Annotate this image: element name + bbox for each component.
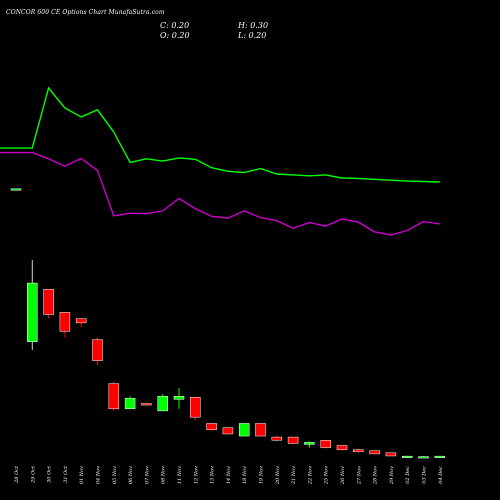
candle bbox=[385, 452, 397, 457]
candle-body bbox=[43, 289, 54, 315]
x-tick-label: 28 Nov bbox=[373, 466, 379, 485]
x-tick-label: 14 Nov bbox=[226, 466, 232, 484]
chart-title: CONCOR 600 CE Options Chart MunafaSutra.… bbox=[6, 9, 165, 16]
x-axis: 28 Oct 29 Oct 30 Oct 31 Oct 01 Nov 04 Nov 05 N… bbox=[14, 465, 444, 485]
candle-body bbox=[238, 423, 250, 437]
candle-body bbox=[222, 427, 234, 435]
x-tick-label: 11 Nov bbox=[177, 466, 183, 484]
x-tick-label: 31 Oct bbox=[63, 465, 69, 483]
candle bbox=[59, 312, 71, 338]
upper-line bbox=[0, 86, 440, 183]
candle-body bbox=[190, 397, 201, 418]
candle-body bbox=[304, 442, 315, 445]
x-tick-label: 25 Nov bbox=[324, 466, 330, 485]
candle bbox=[238, 423, 250, 437]
candle-body bbox=[124, 398, 136, 410]
x-tick-label: 19 Nov bbox=[259, 466, 265, 484]
x-tick-label: 18 Nov bbox=[242, 466, 248, 484]
x-tick-label: 29 Oct bbox=[30, 465, 36, 484]
candle bbox=[255, 423, 266, 437]
candle-body bbox=[141, 403, 152, 406]
candle bbox=[141, 403, 152, 406]
x-tick-label: 28 Oct bbox=[14, 465, 20, 484]
candle-body bbox=[206, 423, 217, 431]
candle bbox=[271, 436, 283, 442]
candle bbox=[173, 387, 185, 409]
candle bbox=[43, 289, 54, 319]
x-tick-label: 03 Dec bbox=[422, 466, 428, 484]
candle-body bbox=[353, 449, 364, 453]
candle bbox=[124, 396, 136, 410]
candle bbox=[10, 188, 22, 191]
x-tick-label: 08 Nov bbox=[161, 466, 167, 484]
lower-line bbox=[0, 151, 440, 236]
high-readout: H: 0.30 bbox=[238, 21, 269, 30]
candle bbox=[304, 441, 315, 448]
candles bbox=[10, 188, 446, 459]
candle-body bbox=[369, 450, 380, 455]
x-tick-label: 02 Dec bbox=[405, 466, 411, 484]
candle bbox=[222, 427, 234, 435]
candle-body bbox=[401, 455, 413, 458]
candle bbox=[401, 455, 413, 458]
candle bbox=[206, 423, 217, 431]
candle-body bbox=[10, 188, 22, 191]
candle-body bbox=[59, 312, 71, 332]
x-tick-label: 26 Nov bbox=[340, 466, 346, 485]
candle bbox=[108, 381, 120, 411]
candle-body bbox=[385, 452, 397, 457]
low-readout: L: 0.20 bbox=[238, 31, 267, 40]
candle-body bbox=[157, 395, 168, 412]
x-tick-label: 04 Nov bbox=[96, 466, 102, 484]
x-tick-label: 30 Oct bbox=[47, 465, 53, 483]
candle-body bbox=[92, 339, 103, 361]
candle bbox=[418, 456, 429, 459]
candle bbox=[320, 439, 331, 449]
candle bbox=[336, 445, 348, 451]
x-tick-label: 27 Nov bbox=[356, 466, 362, 485]
candle-body bbox=[418, 456, 429, 459]
candle-body bbox=[336, 445, 348, 450]
candle-body bbox=[287, 436, 299, 444]
x-tick-label: 04 Dec bbox=[438, 466, 444, 484]
candle bbox=[369, 450, 380, 455]
close-readout: C: 0.20 bbox=[160, 21, 190, 30]
candle-body bbox=[27, 282, 38, 342]
x-tick-label: 12 Nov bbox=[193, 466, 199, 484]
x-tick-label: 07 Nov bbox=[144, 466, 150, 484]
candle-body bbox=[320, 439, 331, 448]
candle-body bbox=[434, 455, 446, 458]
candle bbox=[287, 436, 299, 445]
candle-body bbox=[255, 423, 266, 437]
candle-body bbox=[108, 383, 120, 410]
candle bbox=[190, 397, 201, 421]
candle bbox=[434, 455, 446, 458]
open-readout: O: 0.20 bbox=[160, 31, 190, 40]
x-tick-label: 01 Nov bbox=[79, 466, 85, 484]
x-tick-label: 13 Nov bbox=[210, 466, 216, 484]
indicator-lines bbox=[0, 86, 440, 236]
candle-body bbox=[271, 436, 283, 441]
candle bbox=[75, 318, 87, 328]
x-tick-label: 05 Nov bbox=[112, 466, 118, 484]
candle bbox=[92, 337, 103, 365]
candle bbox=[353, 448, 364, 453]
x-tick-label: 22 Nov bbox=[307, 466, 313, 485]
x-tick-label: 20 Nov bbox=[275, 466, 281, 485]
x-tick-label: 21 Nov bbox=[291, 466, 297, 485]
candle bbox=[27, 260, 38, 351]
x-tick-label: 06 Nov bbox=[128, 466, 134, 484]
candle-body bbox=[173, 395, 185, 400]
candle bbox=[157, 394, 168, 412]
candle-body bbox=[75, 318, 87, 324]
x-tick-label: 29 Nov bbox=[389, 466, 395, 485]
